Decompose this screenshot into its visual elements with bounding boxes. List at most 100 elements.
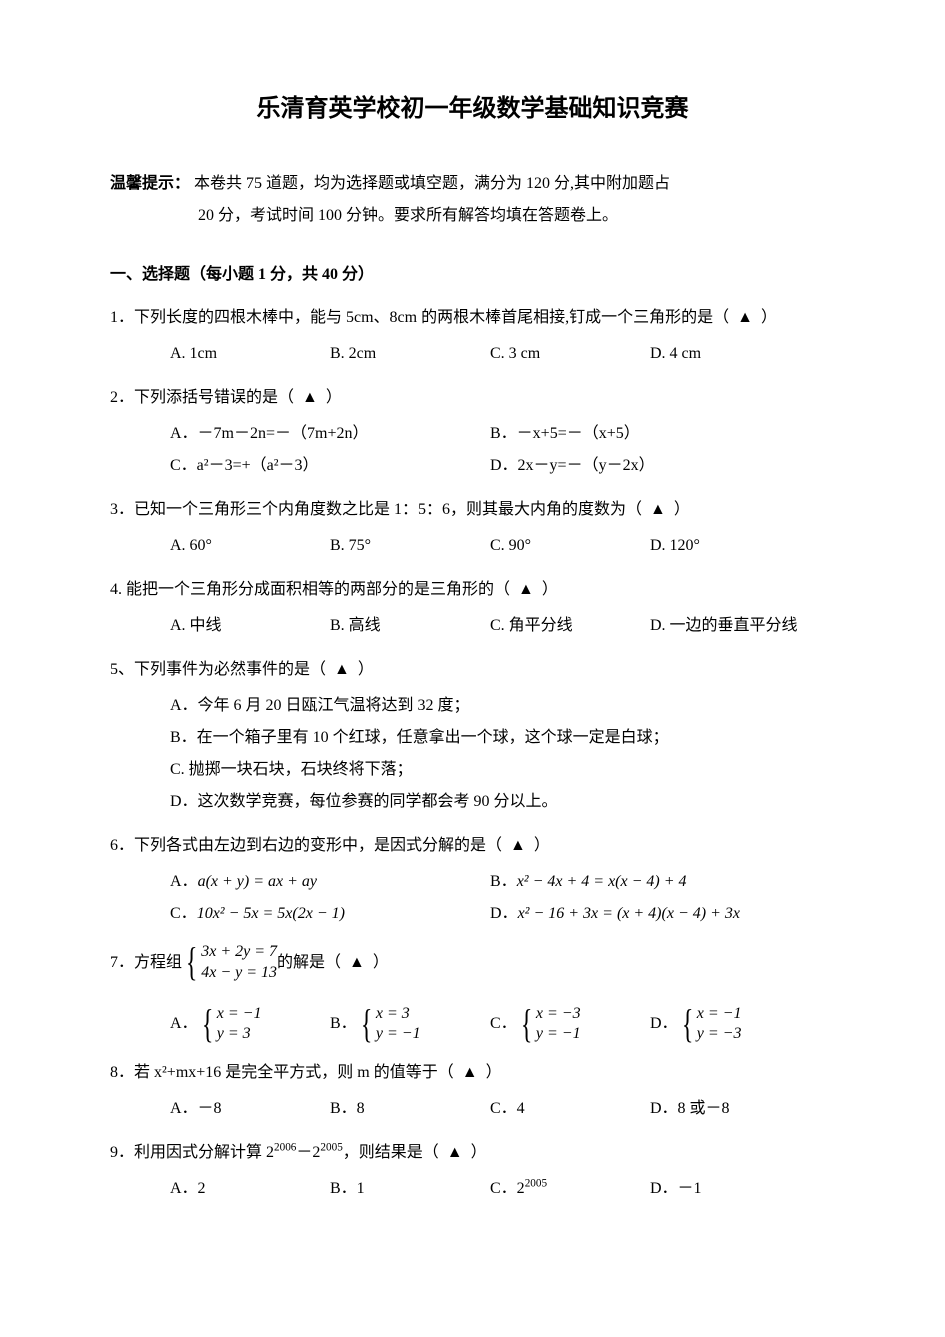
q7-c-lines: x = −3 y = −1 bbox=[536, 1004, 581, 1046]
q8-stem: 8．若 x²+mx+16 是完全平方式，则 m 的值等于（ ▲ ） bbox=[110, 1057, 835, 1089]
q4-blank: （ ▲ ） bbox=[494, 581, 560, 598]
q2-options-1: A．－7m－2n=－（7m+2n） B．－x+5=－（x+5） bbox=[110, 418, 835, 450]
q4-text: 4. 能把一个三角形分成面积相等的两部分的是三角形的 bbox=[110, 581, 494, 598]
q7-opt-c: C． { x = −3 y = −1 bbox=[490, 1004, 650, 1046]
q8-options: A．－8 B．8 C．4 D．8 或－8 bbox=[110, 1093, 835, 1125]
q5-opt-d: D．这次数学竞赛，每位参赛的同学都会考 90 分以上。 bbox=[170, 786, 810, 818]
q7-opt-a: A． { x = −1 y = 3 bbox=[170, 1004, 330, 1046]
q5-opt-d-row: D．这次数学竞赛，每位参赛的同学都会考 90 分以上。 bbox=[110, 786, 835, 818]
q7-sys-l1: 3x + 2y = 7 bbox=[201, 942, 277, 963]
q7-stem: 7．方程组 { 3x + 2y = 7 4x − y = 13 的解是（ ▲ ） bbox=[110, 942, 835, 984]
q6-opt-b: B．x² − 4x + 4 = x(x − 4) + 4 bbox=[490, 866, 810, 898]
q9-opt-b: B．1 bbox=[330, 1173, 490, 1205]
page-title: 乐清育英学校初一年级数学基础知识竞赛 bbox=[110, 90, 835, 128]
q4-opt-a: A. 中线 bbox=[170, 610, 330, 642]
question-7: 7．方程组 { 3x + 2y = 7 4x − y = 13 的解是（ ▲ ）… bbox=[110, 942, 835, 1045]
q6-options-2: C．10x² − 5x = 5x(2x − 1) D．x² − 16 + 3x … bbox=[110, 898, 835, 930]
brace-icon: { bbox=[361, 1004, 373, 1046]
q5-opt-c: C. 抛掷一块石块，石块终将下落； bbox=[170, 754, 810, 786]
q6-d-prefix: D． bbox=[490, 905, 518, 922]
q1-options: A. 1cm B. 2cm C. 3 cm D. 4 cm bbox=[110, 338, 835, 370]
q4-options: A. 中线 B. 高线 C. 角平分线 D. 一边的垂直平分线 bbox=[110, 610, 835, 642]
q3-stem: 3．已知一个三角形三个内角度数之比是 1：5：6，则其最大内角的度数为（ ▲ ） bbox=[110, 494, 835, 526]
q6-b-math: x² − 4x + 4 = x(x − 4) + 4 bbox=[517, 873, 687, 890]
q8-opt-d: D．8 或－8 bbox=[650, 1093, 810, 1125]
q6-c-prefix: C． bbox=[170, 905, 197, 922]
q6-opt-d: D．x² − 16 + 3x = (x + 4)(x − 4) + 3x bbox=[490, 898, 810, 930]
q1-opt-d: D. 4 cm bbox=[650, 338, 810, 370]
q6-text: 6．下列各式由左边到右边的变形中，是因式分解的是 bbox=[110, 837, 486, 854]
q5-opt-b-row: B．在一个箱子里有 10 个红球，任意拿出一个球，这个球一定是白球； bbox=[110, 722, 835, 754]
brace-icon: { bbox=[681, 1004, 693, 1046]
q2-opt-c: C．a²－3=+（a²－3） bbox=[170, 450, 490, 482]
q3-options: A. 60° B. 75° C. 90° D. 120° bbox=[110, 530, 835, 562]
q9-opt-a: A．2 bbox=[170, 1173, 330, 1205]
q9-prefix: 9．利用因式分解计算 2 bbox=[110, 1144, 274, 1161]
brace-icon: { bbox=[521, 1004, 533, 1046]
q7-b-prefix: B． bbox=[330, 1008, 357, 1040]
q7-c-sys: { x = −3 y = −1 bbox=[517, 1004, 581, 1046]
q7-sys-l2: 4x − y = 13 bbox=[201, 963, 277, 984]
q2-opt-d: D．2x－y=－（y－2x） bbox=[490, 450, 810, 482]
q7-d-l1: x = −1 bbox=[697, 1004, 742, 1025]
q5-text: 5、下列事件为必然事件的是 bbox=[110, 661, 310, 678]
q3-opt-b: B. 75° bbox=[330, 530, 490, 562]
q7-a-sys: { x = −1 y = 3 bbox=[198, 1004, 262, 1046]
hint-line2: 20 分，考试时间 100 分钟。要求所有解答均填在答题卷上。 bbox=[110, 200, 835, 232]
q9-blank: （ ▲ ） bbox=[423, 1144, 489, 1161]
q7-d-sys: { x = −1 y = −3 bbox=[678, 1004, 742, 1046]
q7-a-prefix: A． bbox=[170, 1008, 198, 1040]
q1-text: 1．下列长度的四根木棒中，能与 5cm、8cm 的两根木棒首尾相接,钉成一个三角… bbox=[110, 309, 713, 326]
q6-b-prefix: B． bbox=[490, 873, 517, 890]
q9-opt-c: C．22005 bbox=[490, 1173, 650, 1205]
q8-opt-c: C．4 bbox=[490, 1093, 650, 1125]
question-3: 3．已知一个三角形三个内角度数之比是 1：5：6，则其最大内角的度数为（ ▲ ）… bbox=[110, 494, 835, 562]
q3-text: 3．已知一个三角形三个内角度数之比是 1：5：6，则其最大内角的度数为 bbox=[110, 501, 626, 518]
question-1: 1．下列长度的四根木棒中，能与 5cm、8cm 的两根木棒首尾相接,钉成一个三角… bbox=[110, 302, 835, 370]
q9-opt-d: D．－1 bbox=[650, 1173, 810, 1205]
q7-prefix: 7．方程组 bbox=[110, 947, 182, 979]
q6-d-math: x² − 16 + 3x = (x + 4)(x − 4) + 3x bbox=[518, 905, 740, 922]
hint-line1: 本卷共 75 道题，均为选择题或填空题，满分为 120 分,其中附加题占 bbox=[194, 175, 670, 192]
q4-opt-b: B. 高线 bbox=[330, 610, 490, 642]
q7-opt-b: B． { x = 3 y = −1 bbox=[330, 1004, 490, 1046]
q7-system: { 3x + 2y = 7 4x − y = 13 bbox=[182, 942, 277, 984]
q7-b-lines: x = 3 y = −1 bbox=[376, 1004, 421, 1046]
q4-opt-d: D. 一边的垂直平分线 bbox=[650, 610, 810, 642]
q4-stem: 4. 能把一个三角形分成面积相等的两部分的是三角形的（ ▲ ） bbox=[110, 574, 835, 606]
q2-stem: 2．下列添括号错误的是（ ▲ ） bbox=[110, 382, 835, 414]
q6-blank: （ ▲ ） bbox=[486, 837, 552, 854]
brace-icon: { bbox=[186, 942, 198, 984]
q9-exp1: 2006 bbox=[274, 1142, 296, 1154]
q7-suffix: 的解是 bbox=[277, 947, 325, 979]
q9-options: A．2 B．1 C．22005 D．－1 bbox=[110, 1173, 835, 1205]
q7-a-lines: x = −1 y = 3 bbox=[217, 1004, 262, 1046]
q9-mid: －2 bbox=[296, 1144, 320, 1161]
q6-opt-c: C．10x² − 5x = 5x(2x − 1) bbox=[170, 898, 490, 930]
q6-a-math: a(x + y) = ax + ay bbox=[198, 873, 317, 890]
q5-stem: 5、下列事件为必然事件的是（ ▲ ） bbox=[110, 654, 835, 686]
q9-c-prefix: C．2 bbox=[490, 1180, 525, 1197]
q7-c-l2: y = −1 bbox=[536, 1024, 581, 1045]
q7-b-sys: { x = 3 y = −1 bbox=[357, 1004, 421, 1046]
question-9: 9．利用因式分解计算 22006－22005，则结果是（ ▲ ） A．2 B．1… bbox=[110, 1137, 835, 1205]
q2-text: 2．下列添括号错误的是 bbox=[110, 389, 278, 406]
q5-opt-c-row: C. 抛掷一块石块，石块终将下落； bbox=[110, 754, 835, 786]
q9-c-exp: 2005 bbox=[525, 1178, 547, 1190]
q7-sys-lines: 3x + 2y = 7 4x − y = 13 bbox=[201, 942, 277, 984]
q7-opt-d: D． { x = −1 y = −3 bbox=[650, 1004, 810, 1046]
q2-opt-a: A．－7m－2n=－（7m+2n） bbox=[170, 418, 490, 450]
q8-blank: （ ▲ ） bbox=[438, 1064, 504, 1081]
q7-options: A． { x = −1 y = 3 B． { x = 3 y = −1 C． bbox=[110, 1004, 835, 1046]
q3-opt-c: C. 90° bbox=[490, 530, 650, 562]
q7-blank: （ ▲ ） bbox=[325, 947, 391, 979]
q6-c-math: 10x² − 5x = 5x(2x − 1) bbox=[197, 905, 345, 922]
q7-a-l1: x = −1 bbox=[217, 1004, 262, 1025]
question-5: 5、下列事件为必然事件的是（ ▲ ） A．今年 6 月 20 日瓯江气温将达到 … bbox=[110, 654, 835, 818]
q5-opt-b: B．在一个箱子里有 10 个红球，任意拿出一个球，这个球一定是白球； bbox=[170, 722, 810, 754]
section1-header: 一、选择题（每小题 1 分，共 40 分） bbox=[110, 262, 835, 288]
q1-opt-a: A. 1cm bbox=[170, 338, 330, 370]
q7-c-l1: x = −3 bbox=[536, 1004, 581, 1025]
q6-options-1: A．a(x + y) = ax + ay B．x² − 4x + 4 = x(x… bbox=[110, 866, 835, 898]
q5-opt-a-row: A．今年 6 月 20 日瓯江气温将达到 32 度； bbox=[110, 690, 835, 722]
